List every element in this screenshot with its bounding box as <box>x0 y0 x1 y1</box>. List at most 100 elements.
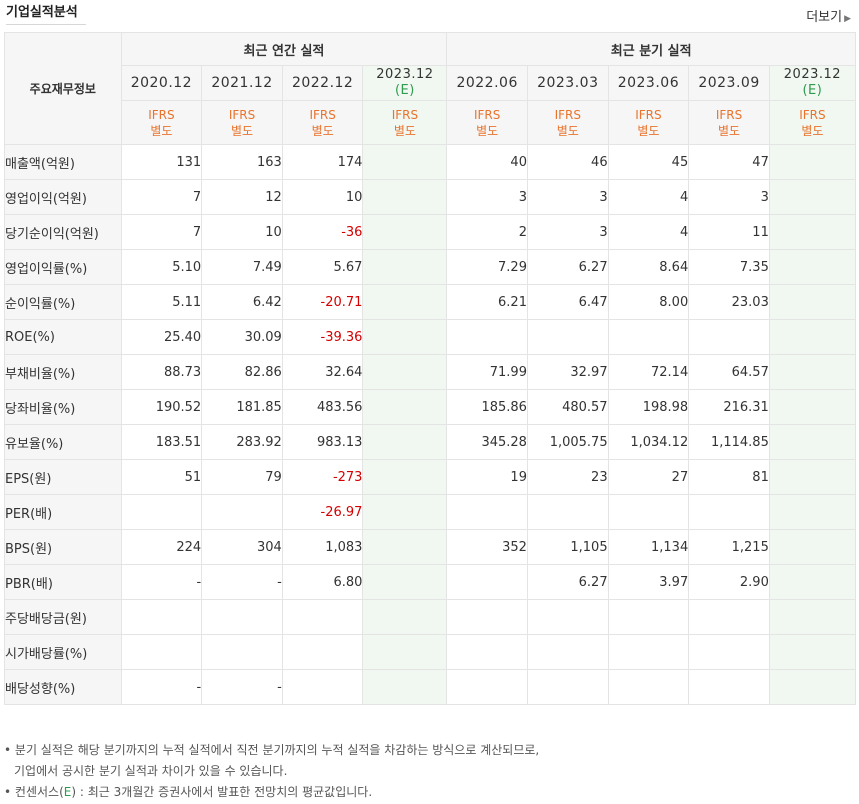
table-row: EPS(원) 51 79 -273 19 23 27 81 <box>4 459 857 495</box>
ifrs-label: IFRS 별도 <box>120 100 203 145</box>
value-cell: 185.86 <box>446 389 528 425</box>
value-cell <box>201 599 283 635</box>
value-cell: 4 <box>607 214 690 250</box>
value-cell: 32.64 <box>281 354 364 390</box>
value-cell <box>768 389 857 425</box>
value-cell: 7.35 <box>688 249 770 285</box>
row-label: 당좌비율(%) <box>4 389 122 425</box>
value-cell <box>768 214 857 250</box>
value-cell <box>362 214 448 250</box>
table-row: 시가배당률(%) <box>4 634 857 670</box>
row-label: 당기순이익(억원) <box>4 214 122 250</box>
ifrs-line1: IFRS <box>228 107 256 122</box>
financial-table: 주요재무정보 최근 연간 실적 최근 분기 실적 2020.12 2021.12… <box>4 32 857 705</box>
value-cell: 183.51 <box>120 424 203 460</box>
value-cell: 8.64 <box>607 249 690 285</box>
value-cell: 40 <box>446 144 528 180</box>
value-cell: 1,105 <box>526 529 609 565</box>
table-row: PBR(배) - -6.80 6.27 3.97 2.90 <box>4 564 857 600</box>
value-cell: 216.31 <box>688 389 770 425</box>
value-cell: - <box>120 669 203 705</box>
ifrs-label: IFRS 별도 <box>768 100 857 145</box>
value-cell: 5.10 <box>120 249 203 285</box>
value-cell <box>688 669 770 705</box>
value-cell <box>768 634 857 670</box>
value-cell <box>526 634 609 670</box>
value-cell: 3.97 <box>607 564 690 600</box>
value-cell <box>688 319 770 355</box>
quarter-group-header: 최근 분기 실적 <box>446 32 856 66</box>
value-cell <box>362 319 448 355</box>
row-label: 배당성향(%) <box>4 669 122 705</box>
ifrs-line2: 별도 <box>311 123 334 138</box>
value-cell: 1,215 <box>688 529 770 565</box>
value-cell <box>362 284 448 320</box>
ifrs-line1: IFRS <box>391 107 419 122</box>
ifrs-line2: 별도 <box>230 123 254 138</box>
value-cell: 304 <box>201 529 283 565</box>
value-cell: 6.42 <box>201 284 283 320</box>
period-header: 2023.03 <box>526 65 609 101</box>
value-cell <box>607 319 690 355</box>
value-cell <box>768 179 857 215</box>
value-cell: - <box>201 669 283 705</box>
value-cell <box>446 599 528 635</box>
value-cell: 163 <box>201 144 283 180</box>
ifrs-line2: 별도 <box>556 123 579 138</box>
value-cell <box>768 529 857 565</box>
value-cell: 47 <box>688 144 770 180</box>
value-cell: 352 <box>446 529 528 565</box>
value-cell <box>446 319 528 355</box>
ifrs-label: IFRS 별도 <box>446 100 528 145</box>
value-cell <box>446 494 528 530</box>
table-row: 순이익률(%) 5.11 6.42 -20.71 6.21 6.47 8.00 23.03 <box>4 284 857 320</box>
value-cell: 81 <box>688 459 770 495</box>
period-header-estimate: 2023.12 (E) <box>768 65 857 101</box>
value-cell <box>281 634 364 670</box>
more-label[interactable]: 더보기 <box>806 10 843 25</box>
value-cell <box>607 599 690 635</box>
value-cell <box>768 599 857 635</box>
value-cell: 79 <box>201 459 283 495</box>
value-cell: 19 <box>446 459 528 495</box>
note-1-cont: 기업에서 공시한 분기 실적과 차이가 있을 수 있습니다. <box>14 764 288 778</box>
value-cell: 7.49 <box>201 249 283 285</box>
row-label: BPS(원) <box>4 529 122 565</box>
estimate-mark: (E) <box>394 83 415 98</box>
value-cell: 7 <box>120 179 203 215</box>
more-link[interactable]: 더보기 ▶ <box>806 6 851 25</box>
table-row: 영업이익(억원) 7 12 10 3 3 4 3 <box>4 179 857 215</box>
row-label: EPS(원) <box>4 459 122 495</box>
value-cell: 6.27 <box>526 249 609 285</box>
value-cell: 1,134 <box>607 529 690 565</box>
value-cell <box>201 494 283 530</box>
period-header: 2020.12 <box>120 65 203 101</box>
value-cell: 32.97 <box>526 354 609 390</box>
ifrs-line2: 별도 <box>801 123 824 138</box>
value-cell: -273 <box>281 459 364 495</box>
value-cell: -26.97 <box>281 494 364 530</box>
value-cell: -39.36 <box>281 319 364 355</box>
row-header: 주요재무정보 <box>4 32 122 145</box>
value-cell: 131 <box>120 144 203 180</box>
value-cell: 8.00 <box>607 284 690 320</box>
value-cell: -36 <box>281 214 364 250</box>
table-row: 배당성향(%) - - <box>4 669 857 705</box>
ifrs-line1: IFRS <box>635 107 662 122</box>
ifrs-label: IFRS 별도 <box>526 100 609 145</box>
table-row: 당좌비율(%) 190.52 181.85 483.56 185.86 480.57 198… <box>4 389 857 425</box>
table-row: 매출액(억원) 131 163 174 40 46 45 47 <box>4 144 857 180</box>
value-cell: 198.98 <box>607 389 690 425</box>
row-label: 유보율(%) <box>4 424 122 460</box>
note-2-suffix: ) : 최근 3개월간 증권사에서 발표한 전망치의 평균값입니다. <box>71 785 373 799</box>
value-cell <box>362 669 448 705</box>
period-header: 2023.09 <box>688 65 770 101</box>
value-cell: 25.40 <box>120 319 203 355</box>
value-cell: - <box>201 564 283 600</box>
value-cell: 46 <box>526 144 609 180</box>
value-cell: 30.09 <box>201 319 283 355</box>
table-row: 유보율(%) 183.51 283.92 983.13 345.28 1,005.75 1,… <box>4 424 857 460</box>
table-row: ROE(%) 25.40 30.09 -39.36 <box>4 319 857 355</box>
value-cell <box>526 494 609 530</box>
value-cell <box>768 564 857 600</box>
